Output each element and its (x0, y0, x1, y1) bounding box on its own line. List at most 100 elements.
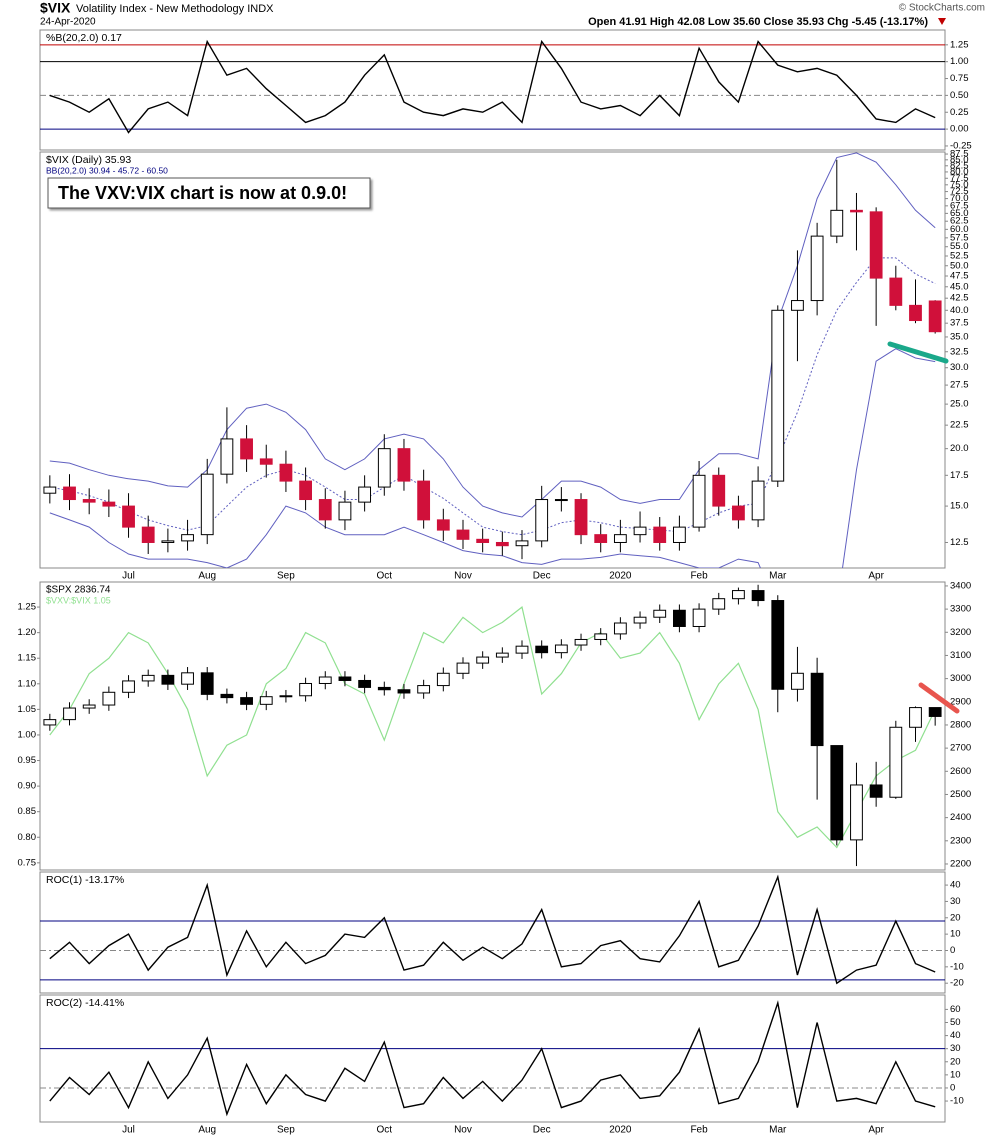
date: 24-Apr-2020 (40, 17, 96, 28)
candle-body (259, 696, 273, 705)
tick-label: 60 (950, 1004, 961, 1015)
candle-body (63, 486, 76, 501)
tick-label: 1.10 (18, 678, 37, 689)
panel-title: ROC(2) -14.41% (46, 997, 124, 1009)
tick-label: 30 (950, 1043, 961, 1054)
candle-body (397, 448, 411, 482)
tick-label: 20.0 (950, 443, 969, 454)
quote: Open 41.91 High 42.08 Low 35.60 Close 35… (588, 16, 928, 28)
tick-label: 20 (950, 912, 961, 923)
tick-label: 87.5 (950, 149, 969, 160)
tick-label: 0 (950, 1082, 955, 1093)
tick-label: 42.5 (950, 293, 969, 304)
candle-body (122, 505, 135, 528)
panel-frame (39, 994, 946, 1123)
candle-body (712, 598, 726, 610)
panel-frame (39, 581, 946, 871)
candle-body (338, 501, 352, 521)
x-tick-label: 2020 (609, 571, 632, 582)
candle-body (633, 526, 647, 536)
candle-body (791, 672, 804, 690)
candle-body (554, 499, 568, 502)
candle-body (358, 486, 372, 503)
candle-body (436, 672, 450, 687)
tick-label: 22.5 (950, 420, 969, 431)
tick-label: 15.0 (950, 501, 969, 512)
tick-label: 2600 (950, 766, 971, 777)
tick-label: 1.15 (18, 653, 37, 664)
candle-body (495, 652, 509, 658)
candle-body (712, 474, 726, 507)
tick-label: 3200 (950, 627, 971, 638)
arrow-red (918, 682, 960, 714)
tick-label: 0.00 (950, 124, 969, 135)
tick-label: 55.0 (950, 241, 969, 252)
candle-body (673, 609, 686, 627)
candle-body (63, 707, 76, 721)
tick-label: 0.25 (950, 107, 969, 118)
tick-label: 1.25 (950, 39, 969, 50)
tick-label: 50 (950, 1017, 961, 1028)
candle-body (613, 534, 627, 543)
candle-body (377, 448, 391, 488)
tick-label: 65.0 (950, 208, 969, 219)
x-tick-label: Aug (198, 1125, 216, 1136)
candle-body (830, 745, 844, 841)
tick-label: 52.5 (950, 251, 969, 262)
series-line (49, 606, 936, 849)
symbol-name: Volatility Index - New Methodology INDX (76, 3, 274, 15)
candle-body (122, 680, 135, 693)
tick-label: 2700 (950, 743, 971, 754)
symbol: $VIX (40, 0, 71, 16)
x-tick-label: 2020 (609, 1125, 632, 1136)
tick-label: 40.0 (950, 305, 969, 316)
x-tick-label: Apr (868, 1125, 884, 1136)
candle-body (82, 499, 96, 503)
candle-body (909, 304, 922, 322)
candle-body (200, 473, 214, 536)
annotation: The VXV:VIX chart is now at 0.9.0! (58, 183, 347, 203)
plot (40, 1000, 945, 1117)
tick-label: -10 (950, 961, 964, 972)
candle-body (810, 235, 824, 302)
candle-body (318, 499, 332, 521)
candle-body (594, 534, 608, 543)
tick-label: 0.80 (18, 832, 37, 843)
candle-body (141, 674, 155, 682)
tick-label: 0 (950, 945, 955, 956)
candle-body (417, 480, 431, 521)
credit: © StockCharts.com (899, 3, 985, 14)
candle-body (810, 672, 824, 747)
tick-label: 3400 (950, 580, 971, 591)
candle-body (161, 674, 175, 685)
candle-body (928, 707, 942, 717)
annotation-box (47, 177, 371, 209)
tick-label: -10 (950, 1096, 964, 1107)
candle-body (181, 534, 194, 542)
candle-body (338, 676, 352, 681)
candle-body (220, 438, 234, 475)
tick-label: 80.0 (950, 166, 969, 177)
x-tick-label: Dec (533, 571, 551, 582)
tick-label: 32.5 (950, 346, 969, 357)
plot (40, 39, 945, 134)
candle-body (554, 644, 568, 654)
x-tick-label: Mar (769, 571, 787, 582)
down-arrow (938, 18, 946, 25)
tick-label: 2300 (950, 835, 971, 846)
candle-body (751, 590, 765, 602)
line (49, 874, 936, 985)
tick-label: 77.5 (950, 173, 969, 184)
tick-label: 0.95 (18, 755, 37, 766)
plot (40, 874, 945, 985)
candle-body (850, 784, 863, 841)
candle-body (240, 438, 253, 460)
tick-label: 47.5 (950, 271, 969, 282)
tick-label: 62.5 (950, 216, 969, 227)
tick-label: 3000 (950, 673, 971, 684)
tick-label: 2800 (950, 719, 971, 730)
candle-body (161, 540, 175, 543)
candle-body (889, 277, 903, 306)
tick-label: 0.90 (18, 781, 37, 792)
candle-body (732, 590, 745, 600)
